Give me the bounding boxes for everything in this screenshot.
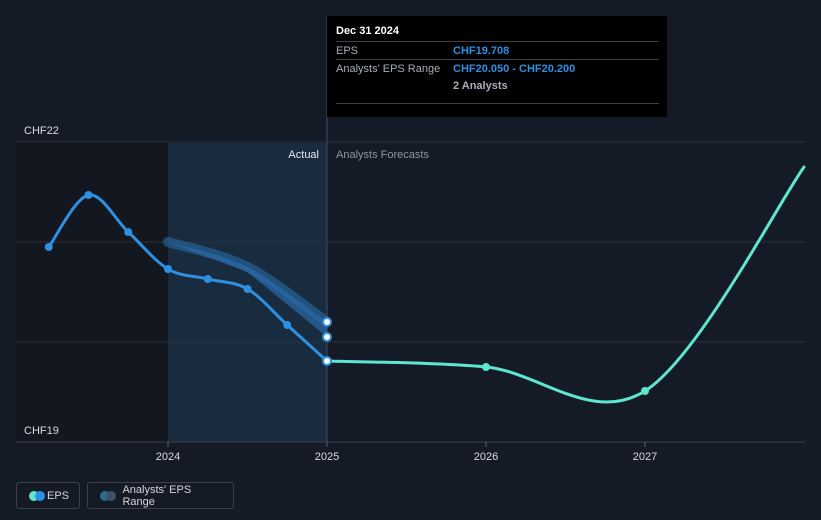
y-label-top: CHF22 (24, 125, 59, 137)
eps-tooltip: Dec 31 2024 EPS CHF19.708 Analysts' EPS … (327, 16, 667, 117)
eps-point[interactable] (203, 275, 212, 283)
eps-point[interactable] (243, 285, 252, 293)
eps-range-area (163, 237, 332, 337)
tooltip-range-row: Analysts' EPS Range CHF20.050 - CHF20.20… (336, 59, 659, 77)
eps-range-edge (163, 237, 332, 327)
tooltip-range-value: CHF20.050 - CHF20.200 (453, 63, 576, 75)
legend-eps-label: EPS (46, 489, 69, 502)
eps-range-low-point[interactable] (322, 332, 332, 342)
y-label-bottom: CHF19 (24, 425, 59, 437)
gridlines (16, 141, 805, 443)
x-tick-label: 2027 (633, 451, 657, 463)
eps-point[interactable] (322, 356, 332, 366)
eps-point[interactable] (482, 363, 490, 371)
eps-point[interactable] (84, 191, 93, 199)
eps-point[interactable] (641, 387, 649, 395)
x-axis-ticks: 2024 2025 2026 2027 (156, 442, 657, 463)
legend-eps-button[interactable]: EPS (16, 482, 80, 509)
x-tick-label: 2026 (474, 451, 498, 463)
eps-point[interactable] (44, 243, 53, 251)
eps-point[interactable] (164, 265, 172, 273)
tooltip-divider (336, 103, 659, 104)
eps-points (44, 191, 649, 395)
tooltip-eps-row: EPS CHF19.708 (336, 41, 659, 59)
legend-range-button[interactable]: Analysts' EPS Range (87, 482, 234, 509)
tooltip-range-label: Analysts' EPS Range (336, 63, 441, 75)
forecast-label: Analysts Forecasts (336, 149, 429, 161)
past-region-shade (16, 143, 168, 442)
eps-forecast-line (325, 165, 806, 404)
tooltip-analysts-count: 2 Analysts (453, 80, 508, 92)
range-swatch-icon (100, 490, 116, 501)
tooltip-eps-label: EPS (336, 45, 359, 57)
legend-range-label: Analysts' EPS Range (122, 483, 192, 508)
eps-swatch-icon (29, 490, 45, 501)
x-tick-label: 2025 (315, 451, 339, 463)
actual-label: Actual (288, 149, 319, 161)
tooltip-eps-value: CHF19.708 (453, 45, 510, 57)
eps-point[interactable] (283, 321, 292, 329)
tooltip-date: Dec 31 2024 (336, 25, 399, 37)
x-tick-label: 2024 (156, 451, 180, 463)
eps-point[interactable] (124, 228, 133, 236)
eps-range-high-point[interactable] (322, 317, 332, 327)
tooltip-analysts-row: 2 Analysts (336, 77, 659, 94)
